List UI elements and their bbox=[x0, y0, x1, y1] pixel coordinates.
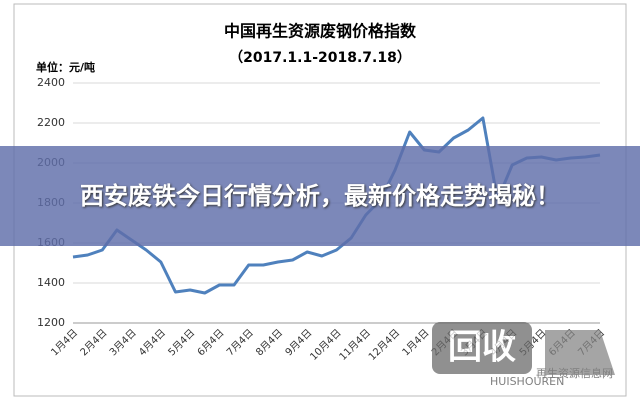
watermark-brand: HUISHOUREN bbox=[490, 375, 564, 388]
chart-subtitle: （2017.1.1-2018.7.18） bbox=[229, 50, 411, 66]
y-tick-label: 1400 bbox=[37, 276, 65, 289]
watermark-logo: 回收 bbox=[448, 328, 516, 368]
watermark-logo-box bbox=[432, 322, 532, 374]
banner-title: 西安废铁今日行情分析，最新价格走势揭秘！ bbox=[80, 182, 560, 210]
y-tick-label: 2400 bbox=[37, 76, 65, 89]
y-tick-label: 2200 bbox=[37, 116, 65, 129]
watermark: 回收 HUISHOUREN 再生资源信息网 bbox=[432, 322, 615, 388]
chart-title: 中国再生资源废钢价格指数 bbox=[224, 22, 417, 41]
watermark-site: 再生资源信息网 bbox=[536, 366, 613, 380]
unit-label: 单位：元/吨 bbox=[36, 60, 95, 74]
banner: 西安废铁今日行情分析，最新价格走势揭秘！ bbox=[0, 146, 640, 246]
y-tick-label: 1200 bbox=[37, 316, 65, 329]
watermark-shape bbox=[545, 330, 615, 375]
